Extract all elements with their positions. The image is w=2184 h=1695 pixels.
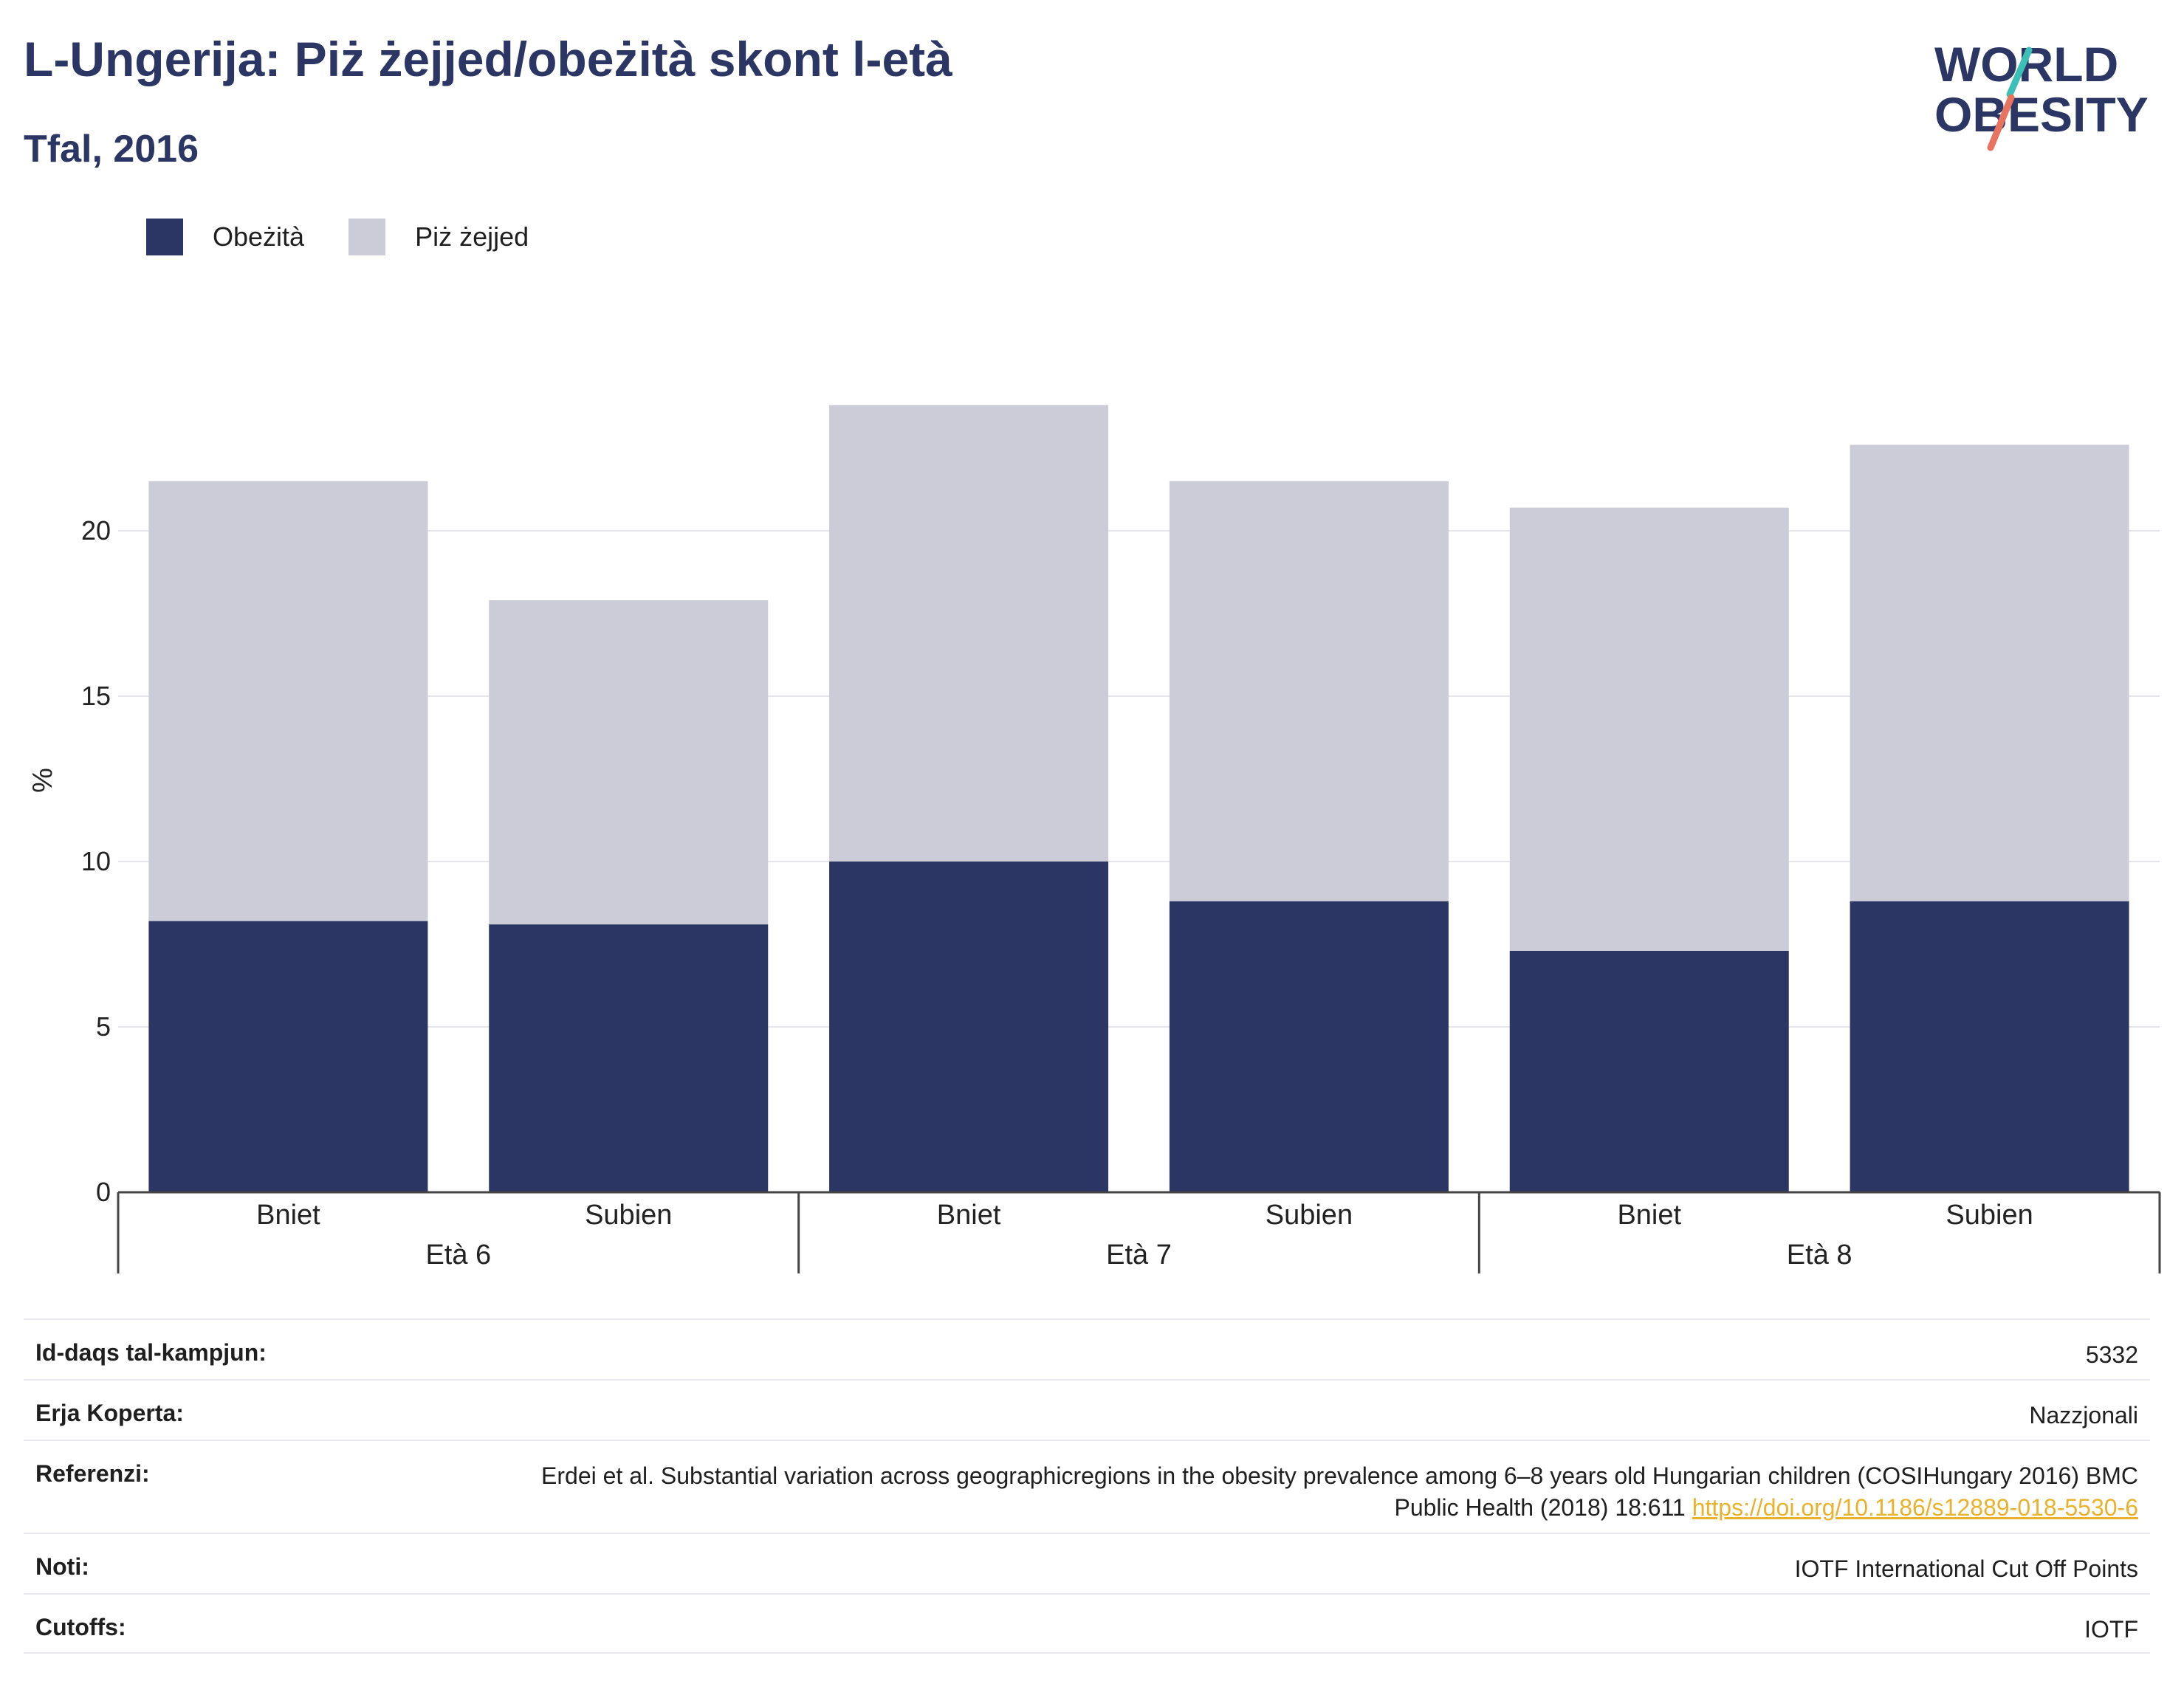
- x-tick-label: Subien: [1946, 1200, 2033, 1231]
- bar-chart: 0 5 10 15 20% Bniet Subien Bniet Subien Bniet Subi…: [27, 405, 2161, 1273]
- chart-legend: Obeżità Piż żejjed: [146, 219, 573, 255]
- y-tick-label: 10: [81, 846, 111, 876]
- meta-label: Cutoffs:: [35, 1614, 126, 1640]
- x-tick-label: Subien: [585, 1200, 672, 1231]
- bar-obesity: [489, 924, 769, 1192]
- x-group-label: Età 7: [1106, 1240, 1172, 1271]
- meta-value: 5332: [2085, 1341, 2138, 1368]
- meta-value-reference: Erdei et al. Substantial variation acros…: [514, 1460, 2138, 1533]
- y-axis-label: %: [27, 768, 58, 793]
- x-tick-label: Bniet: [256, 1200, 320, 1231]
- legend-swatch-overweight: [348, 219, 386, 255]
- bar-obesity: [1850, 901, 2129, 1192]
- x-tick-label: Subien: [1266, 1200, 1353, 1231]
- meta-row-references: Referenzi: Erdei et al. Substantial vari…: [24, 1440, 2150, 1533]
- y-tick-label: 15: [81, 681, 111, 711]
- legend-label-overweight: Piż żejjed: [415, 221, 529, 252]
- meta-row-notes: Noti: IOTF International Cut Off Points: [24, 1533, 2150, 1593]
- bar-overweight: [829, 405, 1109, 862]
- reference-link[interactable]: https://doi.org/10.1186/s12889-018-5530-…: [1692, 1494, 2138, 1522]
- legend-swatch-obesity: [146, 219, 183, 255]
- meta-label: Referenzi:: [35, 1460, 150, 1487]
- meta-row-area: Erja Koperta: Nazzjonali: [24, 1379, 2150, 1440]
- legend-item-obesity[interactable]: Obeżità: [146, 219, 304, 255]
- bar-obesity: [1169, 901, 1449, 1192]
- bar-overweight: [1169, 481, 1449, 901]
- x-group-label: Età 8: [1787, 1240, 1852, 1271]
- chart-title: L-Ungerija: Piż żejjed/obeżità skont l-e…: [24, 32, 952, 86]
- bar-obesity: [829, 862, 1109, 1192]
- metadata-table: Id-daqs tal-kampjun: 5332 Erja Koperta: …: [24, 1318, 2150, 1654]
- bar-overweight: [1850, 444, 2129, 901]
- x-group-label: Età 6: [425, 1240, 491, 1271]
- meta-row-cutoffs: Cutoffs: IOTF: [24, 1593, 2150, 1654]
- reference-text: Erdei et al. Substantial variation acros…: [541, 1462, 2138, 1522]
- bar-obesity: [1509, 950, 1789, 1192]
- x-tick-label: Bniet: [1617, 1200, 1681, 1231]
- legend-label-obesity: Obeżità: [213, 221, 305, 252]
- chart-subtitle: Tfal, 2016: [24, 128, 199, 171]
- bar-overweight: [489, 600, 769, 925]
- meta-value: IOTF: [2084, 1616, 2138, 1643]
- logo-slash-coral: [1987, 94, 2015, 151]
- y-tick-label: 5: [96, 1011, 111, 1042]
- meta-label: Noti:: [35, 1553, 89, 1580]
- world-obesity-logo: WORLD OBESITY: [1934, 37, 2149, 151]
- x-tick-label: Bniet: [937, 1200, 1001, 1231]
- legend-item-overweight[interactable]: Piż żejjed: [348, 219, 529, 255]
- meta-label: Id-daqs tal-kampjun:: [35, 1339, 267, 1366]
- meta-value: IOTF International Cut Off Points: [1794, 1555, 2138, 1582]
- bar-overweight: [148, 481, 428, 921]
- bar-obesity: [148, 921, 428, 1192]
- meta-value: Nazzjonali: [2029, 1402, 2138, 1428]
- meta-row-sample-size: Id-daqs tal-kampjun: 5332: [24, 1318, 2150, 1379]
- y-tick-label: 20: [81, 515, 111, 546]
- logo-slash-teal: [2006, 47, 2033, 98]
- logo-word-2: OBESITY: [1934, 87, 2149, 142]
- bar-overweight: [1509, 507, 1789, 951]
- meta-label: Erja Koperta:: [35, 1400, 184, 1426]
- y-tick-label: 0: [96, 1177, 111, 1207]
